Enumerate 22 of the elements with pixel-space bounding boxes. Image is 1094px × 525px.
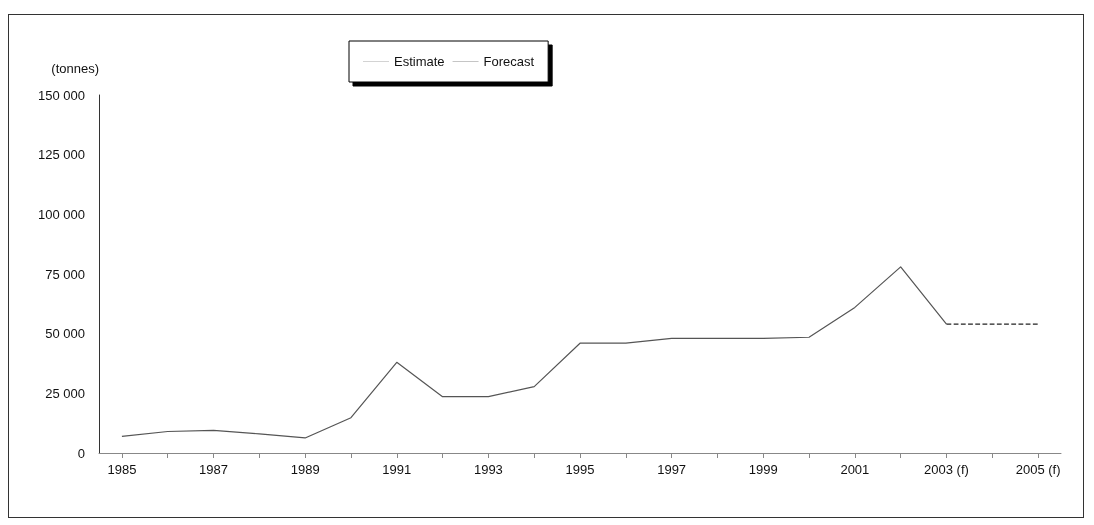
x-tick-label: 1989 xyxy=(290,462,320,477)
x-tick-label: 1997 xyxy=(657,462,687,477)
x-tick-label: 2003 (f) xyxy=(924,462,969,477)
y-tick-label: 75 000 xyxy=(45,266,85,282)
y-tick-label: 0 xyxy=(77,445,85,461)
legend-label: Estimate xyxy=(394,54,445,69)
x-tick-label: 1999 xyxy=(748,462,778,477)
x-tick-label: 2001 xyxy=(840,462,870,477)
y-tick-label: 100 000 xyxy=(38,206,85,222)
x-tick-label: 1985 xyxy=(107,462,137,477)
y-tick-label: 125 000 xyxy=(38,147,85,163)
legend-label: Forecast xyxy=(483,54,535,69)
x-tick-label: 1987 xyxy=(199,462,228,477)
x-tick-label: 1991 xyxy=(382,462,412,477)
line-series xyxy=(121,266,948,439)
x-tick-label: 1993 xyxy=(473,462,503,477)
y-axis-title: (tonnes) xyxy=(51,61,99,76)
x-tick-label: 2005 (f) xyxy=(1015,462,1061,477)
y-tick-label: 50 000 xyxy=(45,326,85,342)
y-tick-label: 150 000 xyxy=(38,87,85,103)
y-tick-label: 25 000 xyxy=(45,385,85,401)
x-tick-label: 1995 xyxy=(565,462,595,477)
